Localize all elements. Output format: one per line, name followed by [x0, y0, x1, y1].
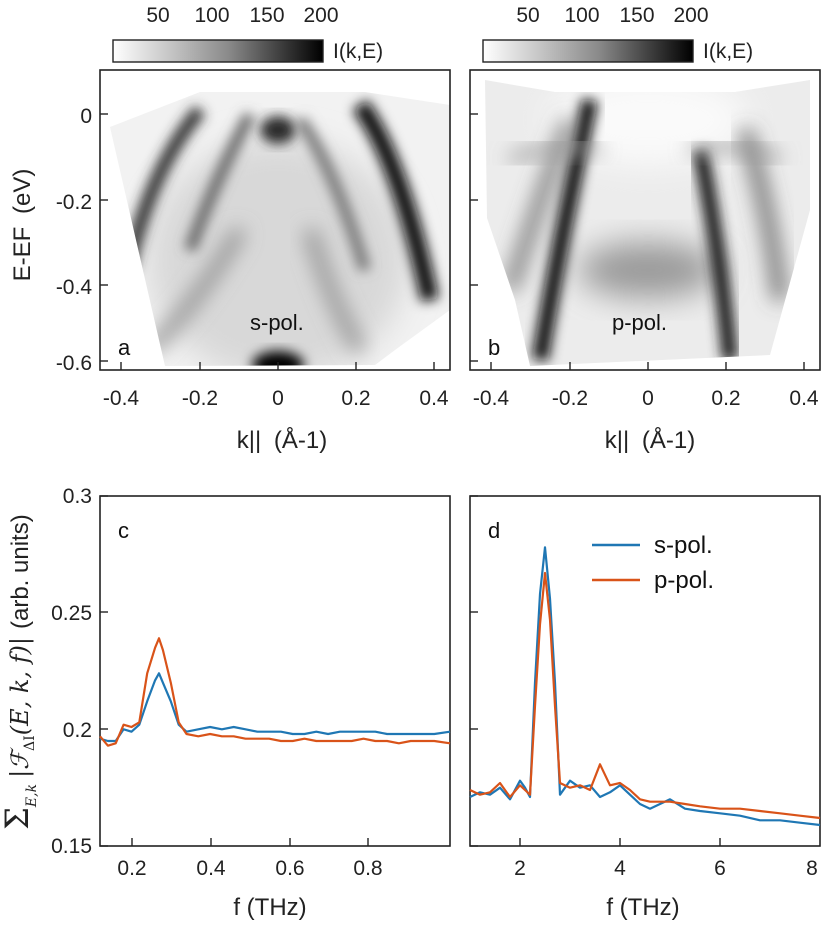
colorbar-tick: 200	[303, 4, 338, 27]
x-tick-label: 0.6	[275, 857, 304, 880]
panel-letter-d: d	[488, 518, 500, 543]
x-tick-label: 0.2	[117, 857, 146, 880]
x-tick-label: 0.4	[789, 387, 819, 410]
panel-a-xticks: -0.4 -0.2 0 0.2 0.4	[103, 387, 449, 410]
panel-letter-b: b	[488, 335, 500, 360]
y-tick-label: 0	[80, 105, 92, 128]
series-line-spol	[99, 672, 451, 743]
x-axis-label-a: k|| (Å-1)	[237, 426, 327, 454]
x-axis-label-b: k|| (Å-1)	[605, 426, 695, 454]
y-axis-label-a: E-EF (eV)	[9, 169, 36, 282]
tick-marks	[100, 113, 805, 847]
x-axis-label-d: f (THz)	[606, 894, 679, 921]
colorbar-tick: 100	[194, 4, 229, 27]
panel-c-xticks: 0.2 0.4 0.6 0.8	[117, 857, 382, 880]
k-unit: (Å-1)	[274, 426, 327, 454]
panel-a-yticks: 0 -0.2 -0.4 -0.6	[56, 105, 93, 375]
x-tick-label: -0.2	[552, 387, 588, 410]
y-tick-label: -0.4	[56, 276, 93, 299]
k-parallel-label: k||	[237, 427, 261, 454]
y-tick-label: 0.15	[51, 835, 92, 858]
panel-d-xticks: 2 4 6 8	[514, 857, 818, 880]
x-tick-label: 0.4	[196, 857, 226, 880]
heatmap-b	[485, 80, 810, 366]
panel-letter-c: c	[118, 518, 129, 543]
panel-c-lines	[99, 637, 451, 747]
colorbar-tick: 100	[564, 4, 599, 27]
panel-d-frame	[469, 495, 821, 847]
colorbar-tick: 200	[673, 4, 708, 27]
x-tick-label: 0.8	[353, 857, 382, 880]
y-tick-label: 0.2	[63, 719, 92, 742]
x-tick-label: 0.4	[419, 387, 449, 410]
y-axis-label-c: ΣE,k|ℱΔI(E, k, f)|(arb. units)	[0, 514, 40, 829]
x-tick-label: 0	[642, 387, 654, 410]
pol-label-a: s-pol.	[250, 310, 304, 335]
colorbar-tick: 50	[516, 4, 539, 27]
x-tick-label: 6	[714, 857, 726, 880]
legend: s-pol. p-pol.	[592, 532, 714, 594]
panel-b-frame	[469, 69, 821, 371]
series-line-spol	[469, 546, 821, 827]
energy-unit: (eV)	[9, 169, 36, 214]
colorbar-tick: 150	[619, 4, 654, 27]
colorbar-label: I(k,E)	[333, 40, 383, 63]
colorbar-right: 50 100 150 200 I(k,E)	[482, 4, 753, 63]
panel-letter-a: a	[118, 335, 131, 360]
k-unit: (Å-1)	[642, 426, 695, 454]
y-tick-label: 0.3	[63, 485, 92, 508]
panel-c-yticks: 0.15 0.2 0.25 0.3	[51, 485, 92, 858]
colorbar-tick: 50	[146, 4, 169, 27]
x-tick-label: -0.4	[473, 387, 510, 410]
energy-label: E-EF	[9, 227, 36, 282]
k-parallel-label: k||	[605, 427, 629, 454]
y-tick-label: 0.25	[51, 602, 92, 625]
panel-d-lines	[469, 546, 821, 827]
y-tick-label: -0.2	[56, 191, 92, 214]
x-tick-label: 4	[614, 857, 626, 880]
x-tick-label: 0.2	[341, 387, 370, 410]
panel-c-frame	[99, 495, 451, 847]
heatmap-a	[110, 92, 450, 366]
pol-label-b: p-pol.	[612, 310, 667, 335]
svg-text:ΣE,k|ℱΔI(E, k, f)|(arb. units): ΣE,k|ℱΔI(E, k, f)|(arb. units)	[0, 514, 40, 829]
panel-b-xticks: -0.4 -0.2 0 0.2 0.4	[473, 387, 819, 410]
x-axis-label-c: f (THz)	[233, 894, 306, 921]
x-tick-label: 0	[272, 387, 284, 410]
y-tick-label: -0.6	[56, 352, 92, 375]
x-tick-label: 2	[514, 857, 526, 880]
colorbar-tick: 150	[249, 4, 284, 27]
series-line-ppol	[99, 637, 451, 747]
legend-label-p-pol: p-pol.	[654, 567, 714, 594]
panel-a-frame	[99, 69, 451, 371]
x-tick-label: 8	[806, 857, 818, 880]
x-tick-label: -0.2	[182, 387, 218, 410]
x-tick-label: 0.2	[711, 387, 740, 410]
series-line-ppol	[469, 571, 821, 820]
colorbar-left: 50 100 150 200 I(k,E)	[112, 4, 383, 63]
legend-label-s-pol: s-pol.	[654, 532, 713, 559]
colorbar-label: I(k,E)	[703, 40, 753, 63]
x-tick-label: -0.4	[103, 387, 140, 410]
